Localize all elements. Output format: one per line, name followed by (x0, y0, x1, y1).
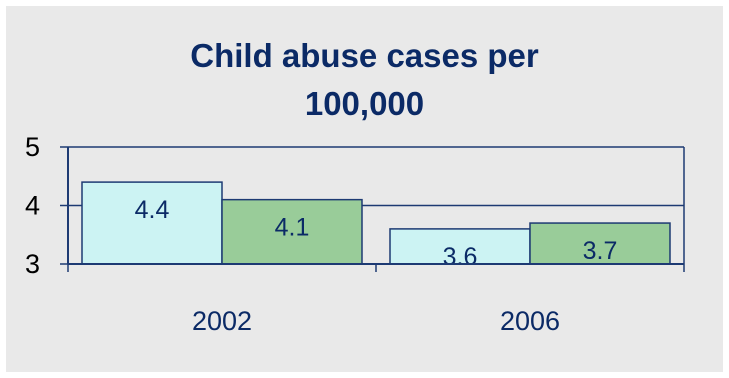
bar-2006-series-2 (529, 222, 671, 265)
bar-2002-series-2 (221, 198, 363, 265)
chart-title-line-2: 100,000 (304, 85, 425, 122)
data-label-2006-series-2: 3.7 (583, 237, 618, 265)
y-tick-label-4: 4 (25, 191, 40, 221)
y-tick-label-3: 3 (25, 249, 40, 279)
data-label-2006-series-1: 3.6 (443, 243, 478, 271)
chart-title-line-1: Child abuse cases per (190, 37, 539, 74)
x-tick-label-2002: 2002 (192, 306, 252, 336)
chart-title: Child abuse cases per 100,000 (0, 32, 729, 128)
y-tick-label-5: 5 (25, 132, 40, 162)
data-label-2002-series-2: 4.1 (275, 214, 310, 242)
x-tick-label-2006: 2006 (500, 306, 560, 336)
bar-2002-series-1 (81, 181, 223, 265)
data-label-2002-series-1: 4.4 (135, 196, 170, 224)
